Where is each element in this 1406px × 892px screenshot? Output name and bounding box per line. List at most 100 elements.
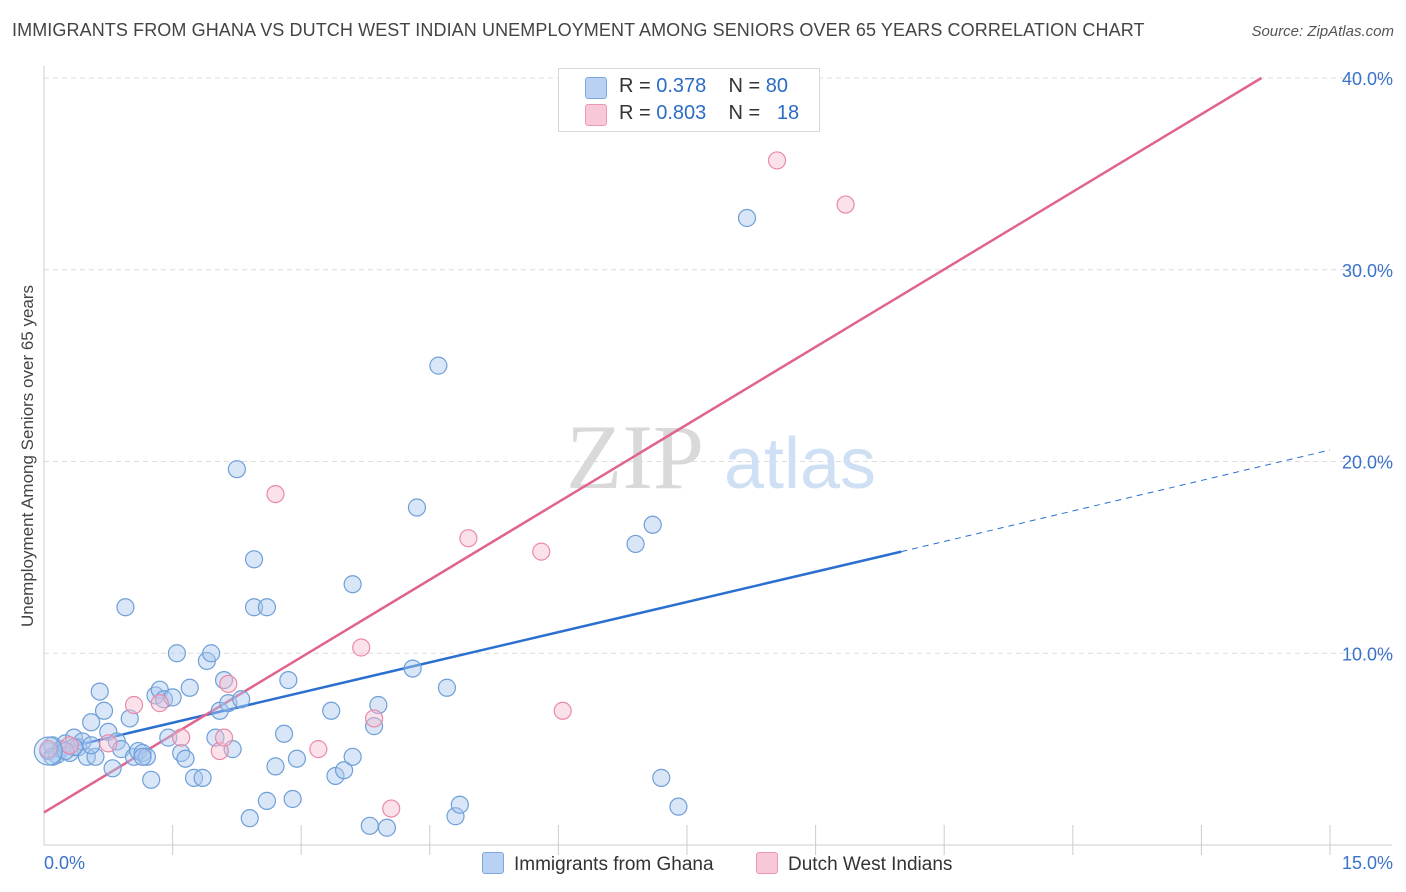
- data-point-blue: [643, 515, 662, 534]
- data-point-blue: [279, 670, 298, 690]
- y-axis-label: Unemployment Among Seniors over 65 years: [18, 284, 37, 628]
- data-point-blue: [244, 598, 264, 617]
- y-tick-label: 40.0%: [1342, 69, 1393, 89]
- data-point-blue: [652, 768, 671, 787]
- data-point-blue: [446, 807, 465, 826]
- y-tick-label: 10.0%: [1342, 644, 1393, 664]
- data-point-blue: [227, 460, 246, 479]
- data-point-blue: [82, 736, 101, 755]
- data-point-pink: [99, 734, 118, 753]
- legend-swatch-blue: [585, 77, 607, 99]
- legend-swatch-blue: [482, 852, 504, 874]
- data-point-pink: [553, 701, 572, 720]
- data-point-blue: [334, 761, 354, 780]
- data-point-blue: [116, 598, 135, 617]
- trendline-ghana-extension: [901, 449, 1331, 553]
- data-point-blue: [283, 789, 302, 809]
- data-point-pink: [767, 151, 787, 170]
- data-point-pink: [836, 195, 855, 214]
- data-point-blue: [669, 797, 688, 816]
- data-point-pink: [266, 484, 285, 504]
- bottom-legend-label: Immigrants from Ghana: [514, 854, 714, 875]
- legend-n-value: 80: [765, 75, 789, 97]
- data-point-blue: [176, 749, 195, 768]
- data-point-blue: [137, 747, 156, 766]
- data-point-blue: [343, 747, 362, 766]
- legend-swatch-pink: [756, 852, 778, 874]
- x-tick-label-min: 0.0%: [44, 853, 85, 873]
- data-point-blue: [120, 709, 139, 728]
- data-point-pink: [352, 638, 371, 657]
- data-point-blue: [232, 690, 251, 709]
- data-point-blue: [103, 759, 122, 778]
- x-tick-label-max: 15.0%: [1342, 853, 1393, 873]
- data-point-pink: [532, 542, 551, 561]
- data-point-pink: [172, 728, 191, 747]
- legend-r-label: R =: [619, 75, 651, 97]
- source-label: Source: ZipAtlas.com: [1251, 23, 1394, 40]
- data-point-pink: [214, 728, 234, 747]
- data-point-blue: [437, 678, 457, 697]
- trendlines: [43, 76, 1331, 814]
- data-point-blue: [429, 356, 448, 375]
- data-point-pink: [309, 740, 328, 759]
- data-point-blue: [274, 724, 294, 743]
- data-point-blue: [403, 659, 422, 678]
- data-point-blue: [180, 678, 199, 697]
- data-point-pink: [459, 529, 478, 548]
- data-point-blue: [90, 682, 109, 701]
- data-point-blue: [626, 534, 645, 554]
- axes: [43, 66, 1392, 855]
- trendline-ghana: [43, 550, 902, 755]
- legend-r-label: R =: [619, 102, 651, 124]
- data-point-pink: [60, 736, 79, 755]
- data-point-blue: [369, 695, 388, 715]
- y-tick-label: 20.0%: [1342, 453, 1393, 473]
- data-point-blue: [193, 768, 212, 787]
- data-point-blue: [364, 717, 384, 736]
- legend-swatch-pink: [585, 104, 607, 126]
- data-point-blue: [82, 713, 101, 732]
- legend-n-value: 18: [776, 102, 800, 124]
- data-point-blue: [94, 701, 114, 720]
- data-points: [33, 151, 855, 837]
- data-point-blue: [167, 644, 186, 663]
- data-point-blue: [240, 809, 259, 828]
- data-point-pink: [364, 709, 384, 728]
- data-point-blue: [266, 757, 285, 776]
- chart-title: IMMIGRANTS FROM GHANA VS DUTCH WEST INDI…: [12, 20, 1145, 40]
- data-point-blue: [257, 791, 277, 810]
- bottom-legend-dutch-west-indians: Dutch West Indians: [756, 852, 952, 876]
- data-point-blue: [142, 770, 161, 789]
- watermark-atlas: atlas: [724, 424, 876, 504]
- watermark: ZIP atlas: [566, 406, 876, 508]
- correlation-legend: R = 0.378 N = 80 R = 0.803 N = 18: [558, 68, 820, 132]
- bottom-legend-label: Dutch West Indians: [788, 854, 953, 875]
- data-point-blue: [377, 818, 397, 837]
- data-point-blue: [450, 795, 469, 814]
- data-point-cluster: [33, 736, 63, 766]
- y-tick-label: 30.0%: [1342, 261, 1393, 281]
- data-point-blue: [202, 644, 221, 663]
- data-point-pink: [150, 694, 169, 713]
- y-tick-labels: 10.0% 20.0% 30.0% 40.0%: [1342, 69, 1393, 664]
- data-point-pink: [124, 695, 144, 715]
- data-point-blue: [159, 728, 178, 747]
- data-point-pink: [219, 674, 238, 694]
- gridlines: [44, 77, 1392, 654]
- data-point-blue: [322, 701, 341, 720]
- data-point-pink: [210, 741, 229, 761]
- data-point-blue: [737, 208, 757, 228]
- trendline-dutch-west-indians: [43, 76, 1263, 814]
- data-point-blue: [343, 575, 362, 594]
- data-point-pink: [382, 799, 401, 818]
- data-point-pink: [39, 740, 58, 759]
- legend-n-label: N =: [728, 75, 761, 97]
- bottom-legend-ghana: Immigrants from Ghana: [482, 852, 714, 876]
- data-point-blue: [133, 747, 152, 766]
- data-point-blue: [244, 550, 264, 569]
- data-point-blue: [287, 749, 307, 768]
- data-point-blue: [360, 816, 379, 835]
- legend-r-value: 0.378: [656, 75, 707, 97]
